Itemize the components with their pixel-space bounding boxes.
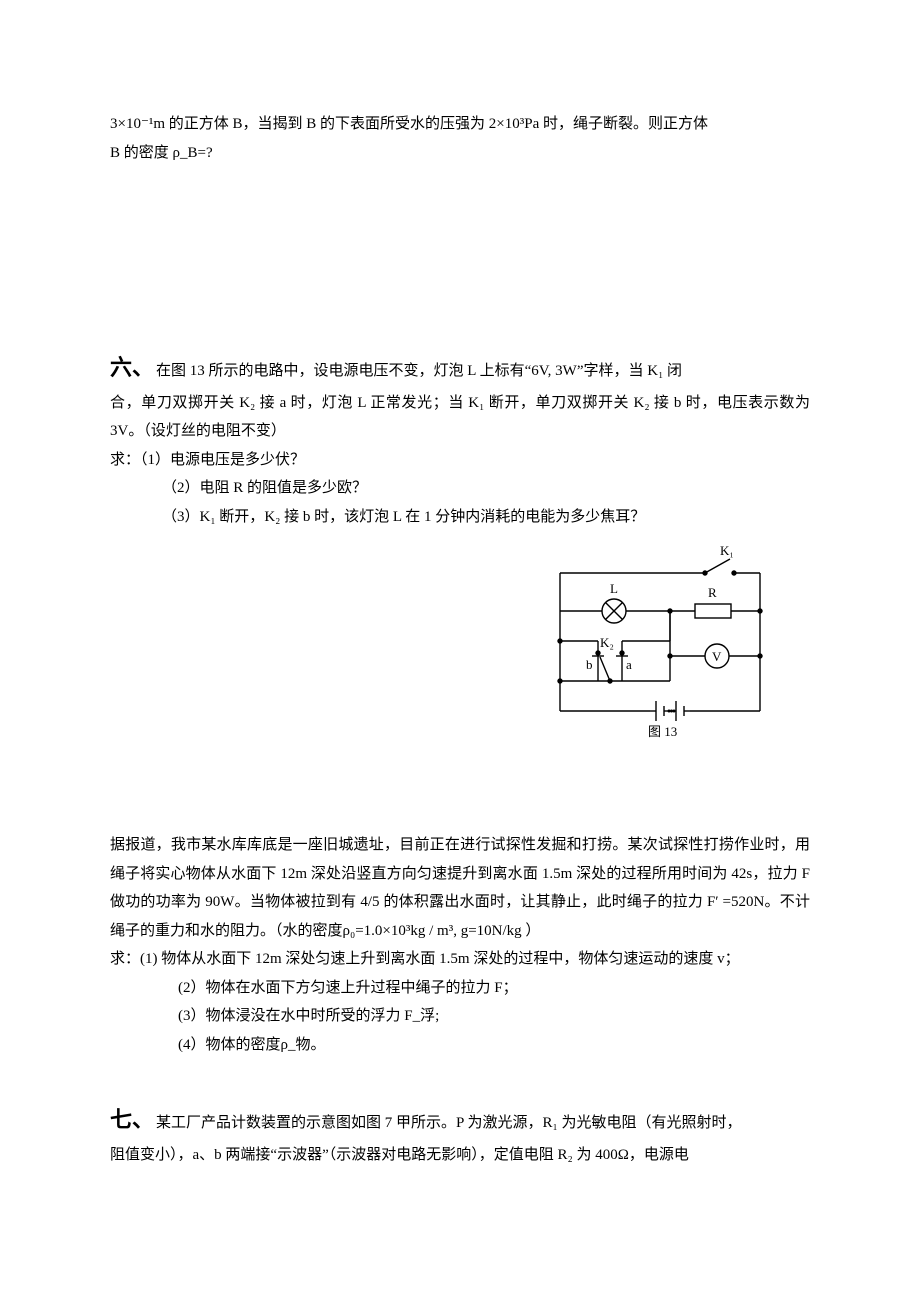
problem-6-number: 六、 [110,355,154,380]
problem-continuation-line1: 3×10⁻¹m 的正方体 B，当揭到 B 的下表面所受水的压强为 2×10³Pa… [110,110,810,139]
problem-6-ask: 求：（1）电源电压是多少伏？ [110,446,810,475]
problem-6-intro2: 合，单刀双掷开关 K₂ 接 a 时，灯泡 L 正常发光；当 K₁ 断开，单刀双掷… [110,389,810,446]
problem-7-intro1: 某工厂产品计数装置的示意图如图 7 甲所示。P 为激光源，R₁ 为光敏电阻（有光… [156,1115,742,1131]
svg-text:a: a [626,657,632,672]
problem-6-q2: （2）电阻 R 的阻值是多少欧？ [110,474,810,503]
report-q3: (3）物体浸没在水中时所受的浮力 F_浮; [110,1002,810,1031]
report-ask: 求：(1) 物体从水面下 12m 深处匀速上升到离水面 1.5m 深处的过程中，… [110,945,810,974]
figure-13-wrap: K₁ L [110,541,810,741]
problem-6-ask-label: 求： [110,452,140,468]
svg-text:K₁: K₁ [720,543,734,558]
spacer [110,1059,810,1099]
report-q4: (4）物体的密度ρ_物。 [110,1031,810,1060]
svg-text:K₂: K₂ [600,635,614,650]
report-p1: 据报道，我市某水库库底是一座旧城遗址，目前正在进行试探性发掘和打捞。某次试探性打… [110,831,810,945]
problem-6-q3: （3）K₁ 断开，K₂ 接 b 时，该灯泡 L 在 1 分钟内消耗的电能为多少焦… [110,503,810,532]
problem-7-intro2: 阻值变小），a、b 两端接“示波器”（示波器对电路无影响），定值电阻 R₂ 为 … [110,1141,810,1170]
spacer [110,167,810,347]
problem-6-heading: 六、在图 13 所示的电路中，设电源电压不变，灯泡 L 上标有“6V, 3W”字… [110,347,810,389]
circuit-figure-13: K₁ L [540,541,780,741]
svg-text:L: L [610,581,618,596]
spacer [110,751,810,831]
problem-6-intro1: 在图 13 所示的电路中，设电源电压不变，灯泡 L 上标有“6V, 3W”字样，… [156,363,682,379]
svg-text:V: V [712,649,722,664]
problem-6-q1: （1）电源电压是多少伏？ [140,452,305,468]
problem-7-heading: 七、某工厂产品计数装置的示意图如图 7 甲所示。P 为激光源，R₁ 为光敏电阻（… [110,1099,810,1141]
svg-text:R: R [708,585,717,600]
report-q2: (2）物体在水面下方匀速上升过程中绳子的拉力 F； [110,974,810,1003]
problem-7-number: 七、 [110,1107,154,1132]
svg-text:图 13: 图 13 [648,724,677,739]
problem-continuation-line2: B 的密度 ρ_B=? [110,139,810,168]
svg-text:b: b [586,657,593,672]
